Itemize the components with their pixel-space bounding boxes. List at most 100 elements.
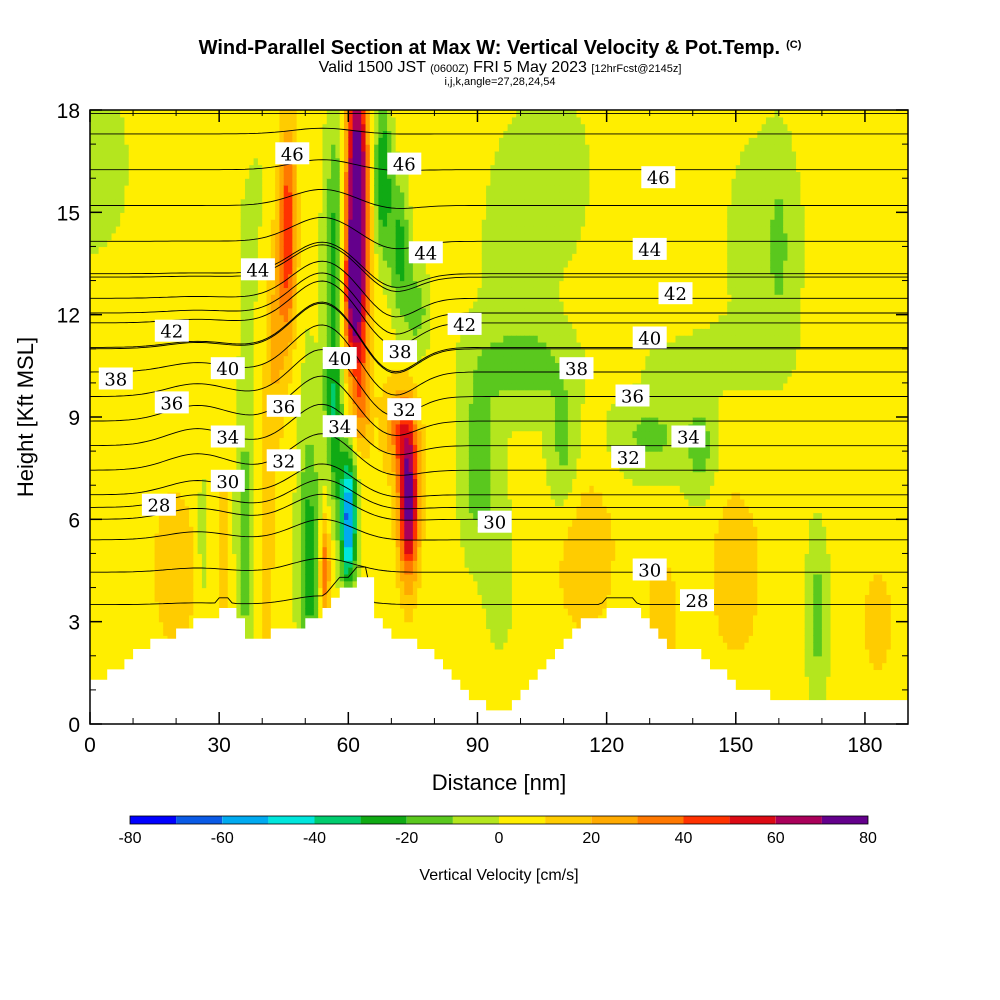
- w-cell: [193, 307, 199, 316]
- w-cell: [94, 444, 100, 452]
- w-cell: [163, 417, 169, 425]
- w-cell: [227, 266, 233, 275]
- w-cell: [210, 301, 216, 309]
- w-cell: [279, 362, 285, 370]
- w-cell: [102, 614, 108, 623]
- w-cell: [309, 144, 315, 152]
- w-cell: [236, 314, 242, 323]
- w-cell: [107, 662, 113, 671]
- w-cell: [262, 621, 268, 630]
- w-cell: [300, 225, 306, 234]
- w-cell: [219, 116, 225, 125]
- w-cell: [296, 492, 302, 500]
- w-cell: [102, 150, 108, 159]
- w-cell: [275, 512, 281, 520]
- w-cell: [201, 546, 207, 555]
- w-cell: [124, 410, 130, 418]
- w-cell: [262, 191, 268, 200]
- w-cell: [309, 478, 315, 486]
- w-cell: [141, 396, 147, 404]
- w-cell: [120, 614, 126, 623]
- w-cell: [313, 205, 319, 213]
- w-cell: [163, 485, 169, 493]
- w-cell: [98, 403, 104, 411]
- w-cell: [145, 116, 151, 125]
- w-cell: [133, 553, 138, 561]
- w-cell: [133, 355, 138, 364]
- w-cell: [94, 232, 100, 241]
- w-cell: [90, 587, 95, 595]
- w-cell: [111, 198, 117, 207]
- w-cell: [223, 185, 229, 193]
- w-cell: [296, 355, 302, 364]
- w-cell: [111, 287, 117, 295]
- w-cell: [102, 505, 108, 514]
- w-cell: [279, 417, 285, 425]
- w-cell: [305, 430, 311, 439]
- w-cell: [163, 457, 169, 466]
- w-cell: [313, 451, 319, 459]
- w-cell: [318, 389, 324, 398]
- w-cell: [275, 301, 281, 309]
- w-cell: [137, 444, 143, 452]
- w-cell: [313, 560, 319, 568]
- w-cell: [111, 355, 117, 364]
- w-cell: [244, 512, 250, 520]
- w-cell: [180, 464, 186, 473]
- w-cell: [318, 355, 324, 364]
- w-cell: [197, 307, 203, 316]
- w-cell: [171, 301, 177, 309]
- w-cell: [262, 539, 268, 548]
- w-cell: [219, 539, 225, 548]
- w-cell: [197, 321, 203, 329]
- w-cell: [124, 144, 130, 152]
- w-cell: [214, 567, 220, 575]
- w-cell: [210, 389, 216, 398]
- w-cell: [158, 178, 164, 186]
- w-cell: [266, 423, 272, 432]
- w-cell: [275, 423, 281, 432]
- w-cell: [257, 205, 263, 213]
- w-cell: [257, 403, 263, 411]
- w-cell: [249, 410, 255, 418]
- w-cell: [98, 492, 104, 500]
- w-cell: [313, 382, 319, 391]
- w-cell: [253, 123, 259, 132]
- w-cell: [171, 410, 177, 418]
- w-cell: [176, 608, 182, 616]
- w-cell: [176, 225, 182, 234]
- w-cell: [197, 478, 203, 486]
- w-cell: [115, 314, 121, 323]
- w-cell: [176, 260, 182, 268]
- w-cell: [206, 437, 212, 445]
- w-cell: [145, 191, 151, 200]
- w-cell: [279, 498, 285, 507]
- w-cell: [275, 560, 281, 568]
- w-cell: [253, 601, 259, 609]
- w-cell: [141, 137, 147, 145]
- w-cell: [270, 526, 276, 534]
- w-cell: [102, 478, 108, 486]
- w-cell: [120, 573, 126, 582]
- w-cell: [171, 539, 177, 548]
- w-cell: [288, 253, 293, 261]
- w-cell: [313, 157, 319, 166]
- w-cell: [318, 123, 324, 132]
- vertical-velocity-field: [90, 110, 908, 724]
- w-cell: [227, 157, 233, 166]
- w-cell: [322, 471, 328, 479]
- w-cell: [167, 205, 173, 213]
- w-cell: [145, 423, 151, 432]
- w-cell: [115, 526, 121, 534]
- w-cell: [296, 273, 302, 282]
- w-cell: [223, 321, 229, 329]
- w-cell: [223, 348, 229, 357]
- w-cell: [111, 328, 117, 336]
- w-cell: [305, 526, 311, 534]
- w-cell: [98, 423, 104, 432]
- w-cell: [145, 185, 151, 193]
- w-cell: [283, 498, 289, 507]
- w-cell: [292, 137, 298, 145]
- w-cell: [313, 567, 319, 575]
- w-cell: [193, 539, 199, 548]
